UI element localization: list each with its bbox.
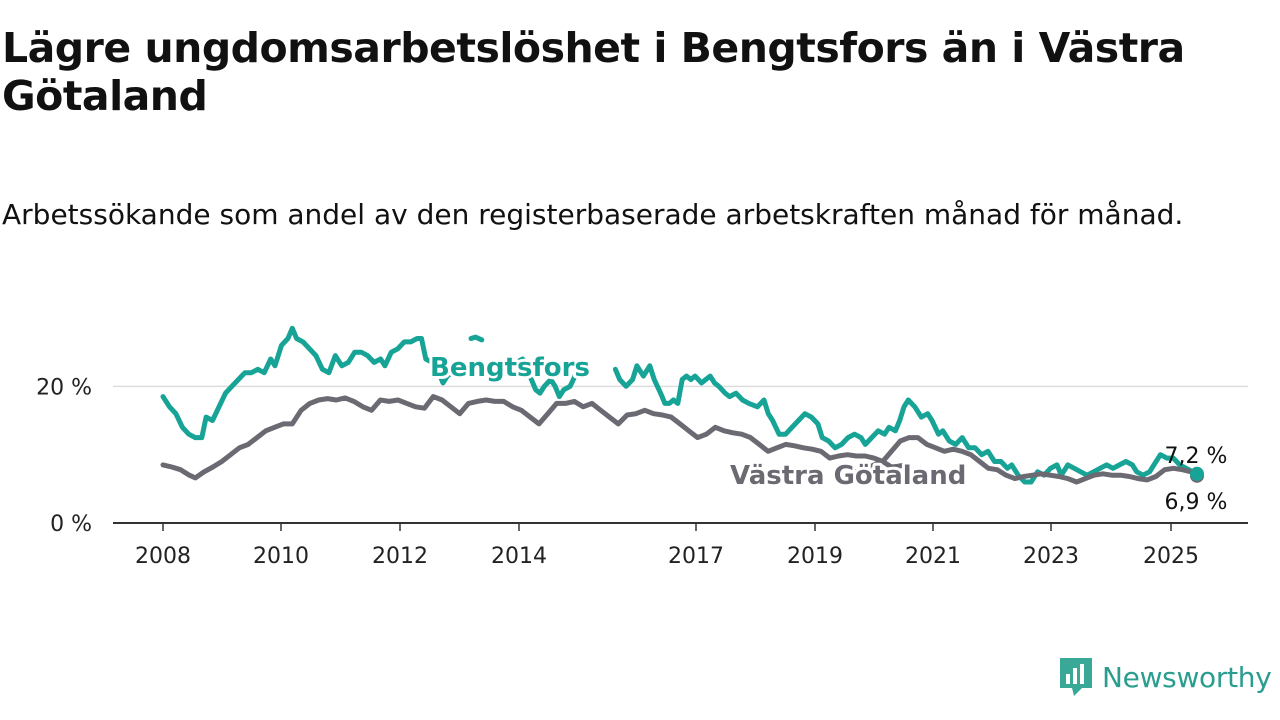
series-line-segment [160, 394, 909, 481]
x-tick-label: 2012 [372, 544, 428, 569]
end-point-bengtsfors [1190, 466, 1204, 481]
end-label-bengtsfors: 7,2 % [1165, 444, 1228, 469]
newsworthy-chart-bubble-icon [1060, 658, 1092, 696]
series-line-segment [507, 356, 580, 400]
series-bengtsfors [160, 325, 1200, 485]
series-line-segment [612, 363, 1200, 485]
series-vastra-gotaland [160, 394, 1200, 485]
chart-title: Lägre ungdomsarbetslöshet i Bengtsfors ä… [2, 24, 1185, 120]
end-value-labels: 7,2 % 6,9 % [1165, 444, 1228, 515]
series-line-segment [160, 325, 455, 441]
logo-text: Newsworthy [1102, 660, 1272, 694]
y-tick-label: 20 % [36, 375, 92, 400]
series-line-segment [847, 435, 1200, 485]
x-tick-label: 2021 [905, 544, 961, 569]
series-label-bengtsfors: Bengtsfors [430, 353, 590, 383]
y-axis-ticks: 0 % 20 % [36, 375, 92, 537]
x-tick-label: 2008 [135, 544, 191, 569]
x-axis-ticks: 2008 2010 2012 2014 2017 2019 2021 2023 2025 [135, 523, 1199, 569]
x-tick-label: 2025 [1143, 544, 1199, 569]
newsworthy-logo: Newsworthy [1058, 655, 1272, 699]
x-tick-label: 2010 [253, 544, 309, 569]
x-tick-label: 2019 [787, 544, 843, 569]
line-chart: 0 % 20 % 2008 2010 2012 2014 2017 2019 2021 2023… [36, 325, 1248, 569]
x-tick-label: 2014 [491, 544, 547, 569]
chart-subtitle: Arbetssökande som andel av den registerb… [2, 198, 1184, 231]
series-labels: Bengtsfors Västra Götaland [427, 350, 969, 494]
series-line-segment [468, 334, 485, 343]
series-lines [160, 325, 1200, 485]
x-tick-label: 2017 [668, 544, 724, 569]
x-tick-label: 2023 [1023, 544, 1079, 569]
end-label-vastra-gotaland: 6,9 % [1165, 490, 1228, 515]
series-line-segment [765, 469, 777, 478]
series-label-vastra-gotaland: Västra Götaland [730, 461, 966, 491]
y-tick-label: 0 % [50, 512, 92, 537]
